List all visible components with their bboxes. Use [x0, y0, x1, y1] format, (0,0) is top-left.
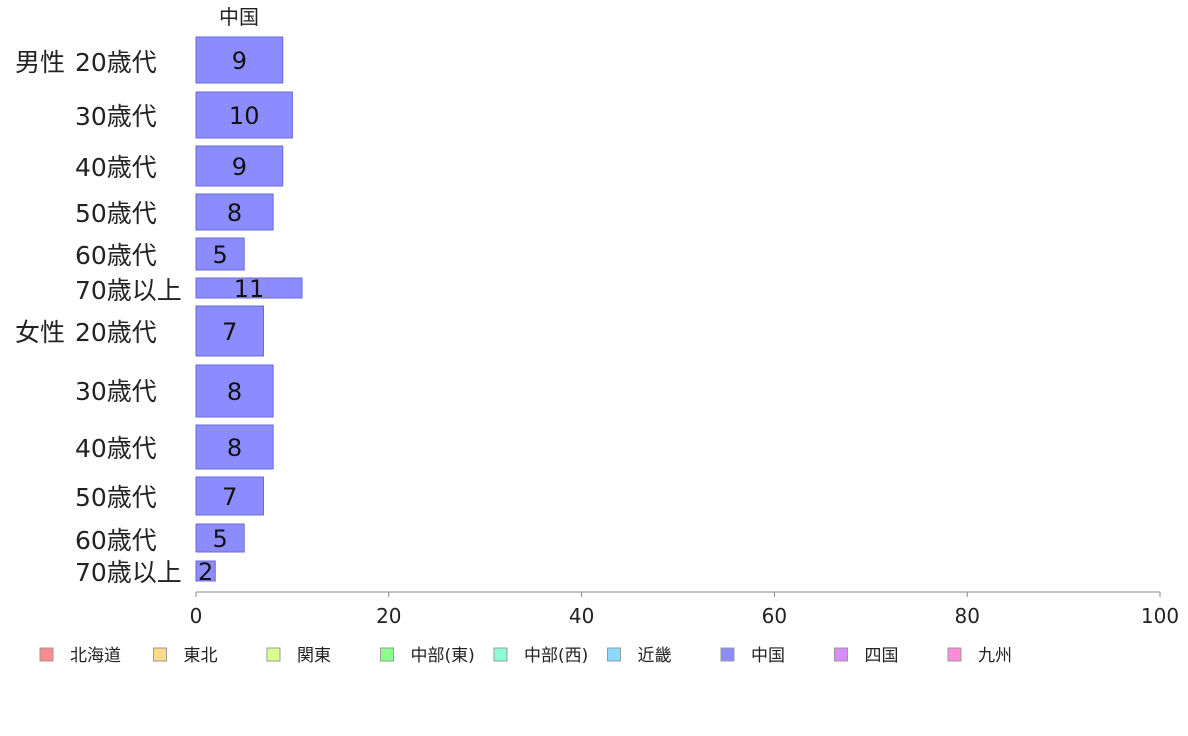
x-axis: 0 20 40 60 80 100 [190, 591, 1179, 628]
category-label: 40歳代 [75, 153, 157, 182]
bar [195, 364, 274, 418]
legend-label: 九州 [978, 646, 1012, 666]
legend-label: 北海道 [70, 646, 121, 666]
bar [195, 560, 216, 582]
legend-label: 中部(東) [411, 646, 475, 666]
bar-value-label: 8 [227, 378, 242, 406]
category-label: 70歳以上 [75, 276, 182, 305]
legend-swatch [380, 647, 394, 662]
bar-value-label: 11 [234, 275, 265, 303]
bar-value-label: 9 [232, 47, 247, 75]
category-label: 50歳代 [75, 199, 157, 228]
legend-label: 中国 [751, 646, 785, 666]
category-label: 50歳代 [75, 483, 157, 512]
panel-title: 中国 [219, 5, 259, 29]
x-tick-label: 100 [1141, 604, 1179, 628]
bar [195, 145, 284, 187]
legend-swatch [39, 647, 54, 662]
bar-value-label: 5 [212, 525, 227, 553]
bar [195, 36, 284, 84]
bars-layer: 男性 20歳代 9 30歳代 10 40歳代 9 50歳代 8 60歳代 5 70歳以上 11 女性 20歳… [15, 36, 303, 587]
legend-swatch [834, 647, 848, 662]
legend-swatch [607, 647, 621, 662]
bar-value-label: 8 [227, 434, 242, 462]
category-label: 20歳代 [75, 48, 157, 77]
category-label: 30歳代 [75, 377, 157, 406]
legend-label: 中部(西) [524, 646, 588, 666]
category-label: 60歳代 [75, 241, 157, 270]
category-label: 20歳代 [75, 318, 157, 347]
x-tick-label: 80 [954, 604, 979, 628]
bar [195, 91, 293, 139]
group-label-1: 女性 [15, 318, 65, 347]
legend-swatch [493, 647, 508, 662]
x-tick-label: 0 [190, 604, 203, 628]
legend-swatch [720, 647, 735, 662]
bar [195, 476, 264, 516]
x-tick-label: 20 [376, 604, 401, 628]
legend-swatch [947, 647, 962, 662]
bar-value-label: 7 [222, 318, 237, 346]
bar-value-label: 9 [232, 153, 247, 181]
category-label: 40歳代 [75, 434, 157, 463]
category-label: 70歳以上 [75, 558, 182, 587]
bar-value-label: 8 [227, 199, 242, 227]
legend: 北海道 東北 関東 中部(東) 中部(西) 近畿 中国 四国 九州 [39, 646, 1012, 666]
legend-label: 四国 [865, 646, 899, 666]
legend-label: 関東 [297, 646, 331, 666]
bar-value-label: 10 [229, 102, 260, 130]
x-tick-label: 40 [569, 604, 594, 628]
legend-label: 東北 [184, 646, 218, 666]
legend-label: 近畿 [638, 646, 672, 666]
bar [195, 277, 303, 299]
bar [195, 424, 274, 470]
category-label: 30歳代 [75, 102, 157, 131]
bar [195, 237, 245, 271]
bar-value-label: 2 [198, 558, 213, 586]
category-label: 60歳代 [75, 526, 157, 555]
legend-swatch [153, 647, 167, 662]
bar-value-label: 7 [222, 483, 237, 511]
bar [195, 305, 264, 357]
bar [195, 193, 274, 231]
x-tick-label: 60 [762, 604, 787, 628]
bar [195, 523, 245, 553]
legend-swatch [266, 647, 281, 662]
group-label-0: 男性 [15, 48, 65, 77]
bar-value-label: 5 [212, 241, 227, 269]
